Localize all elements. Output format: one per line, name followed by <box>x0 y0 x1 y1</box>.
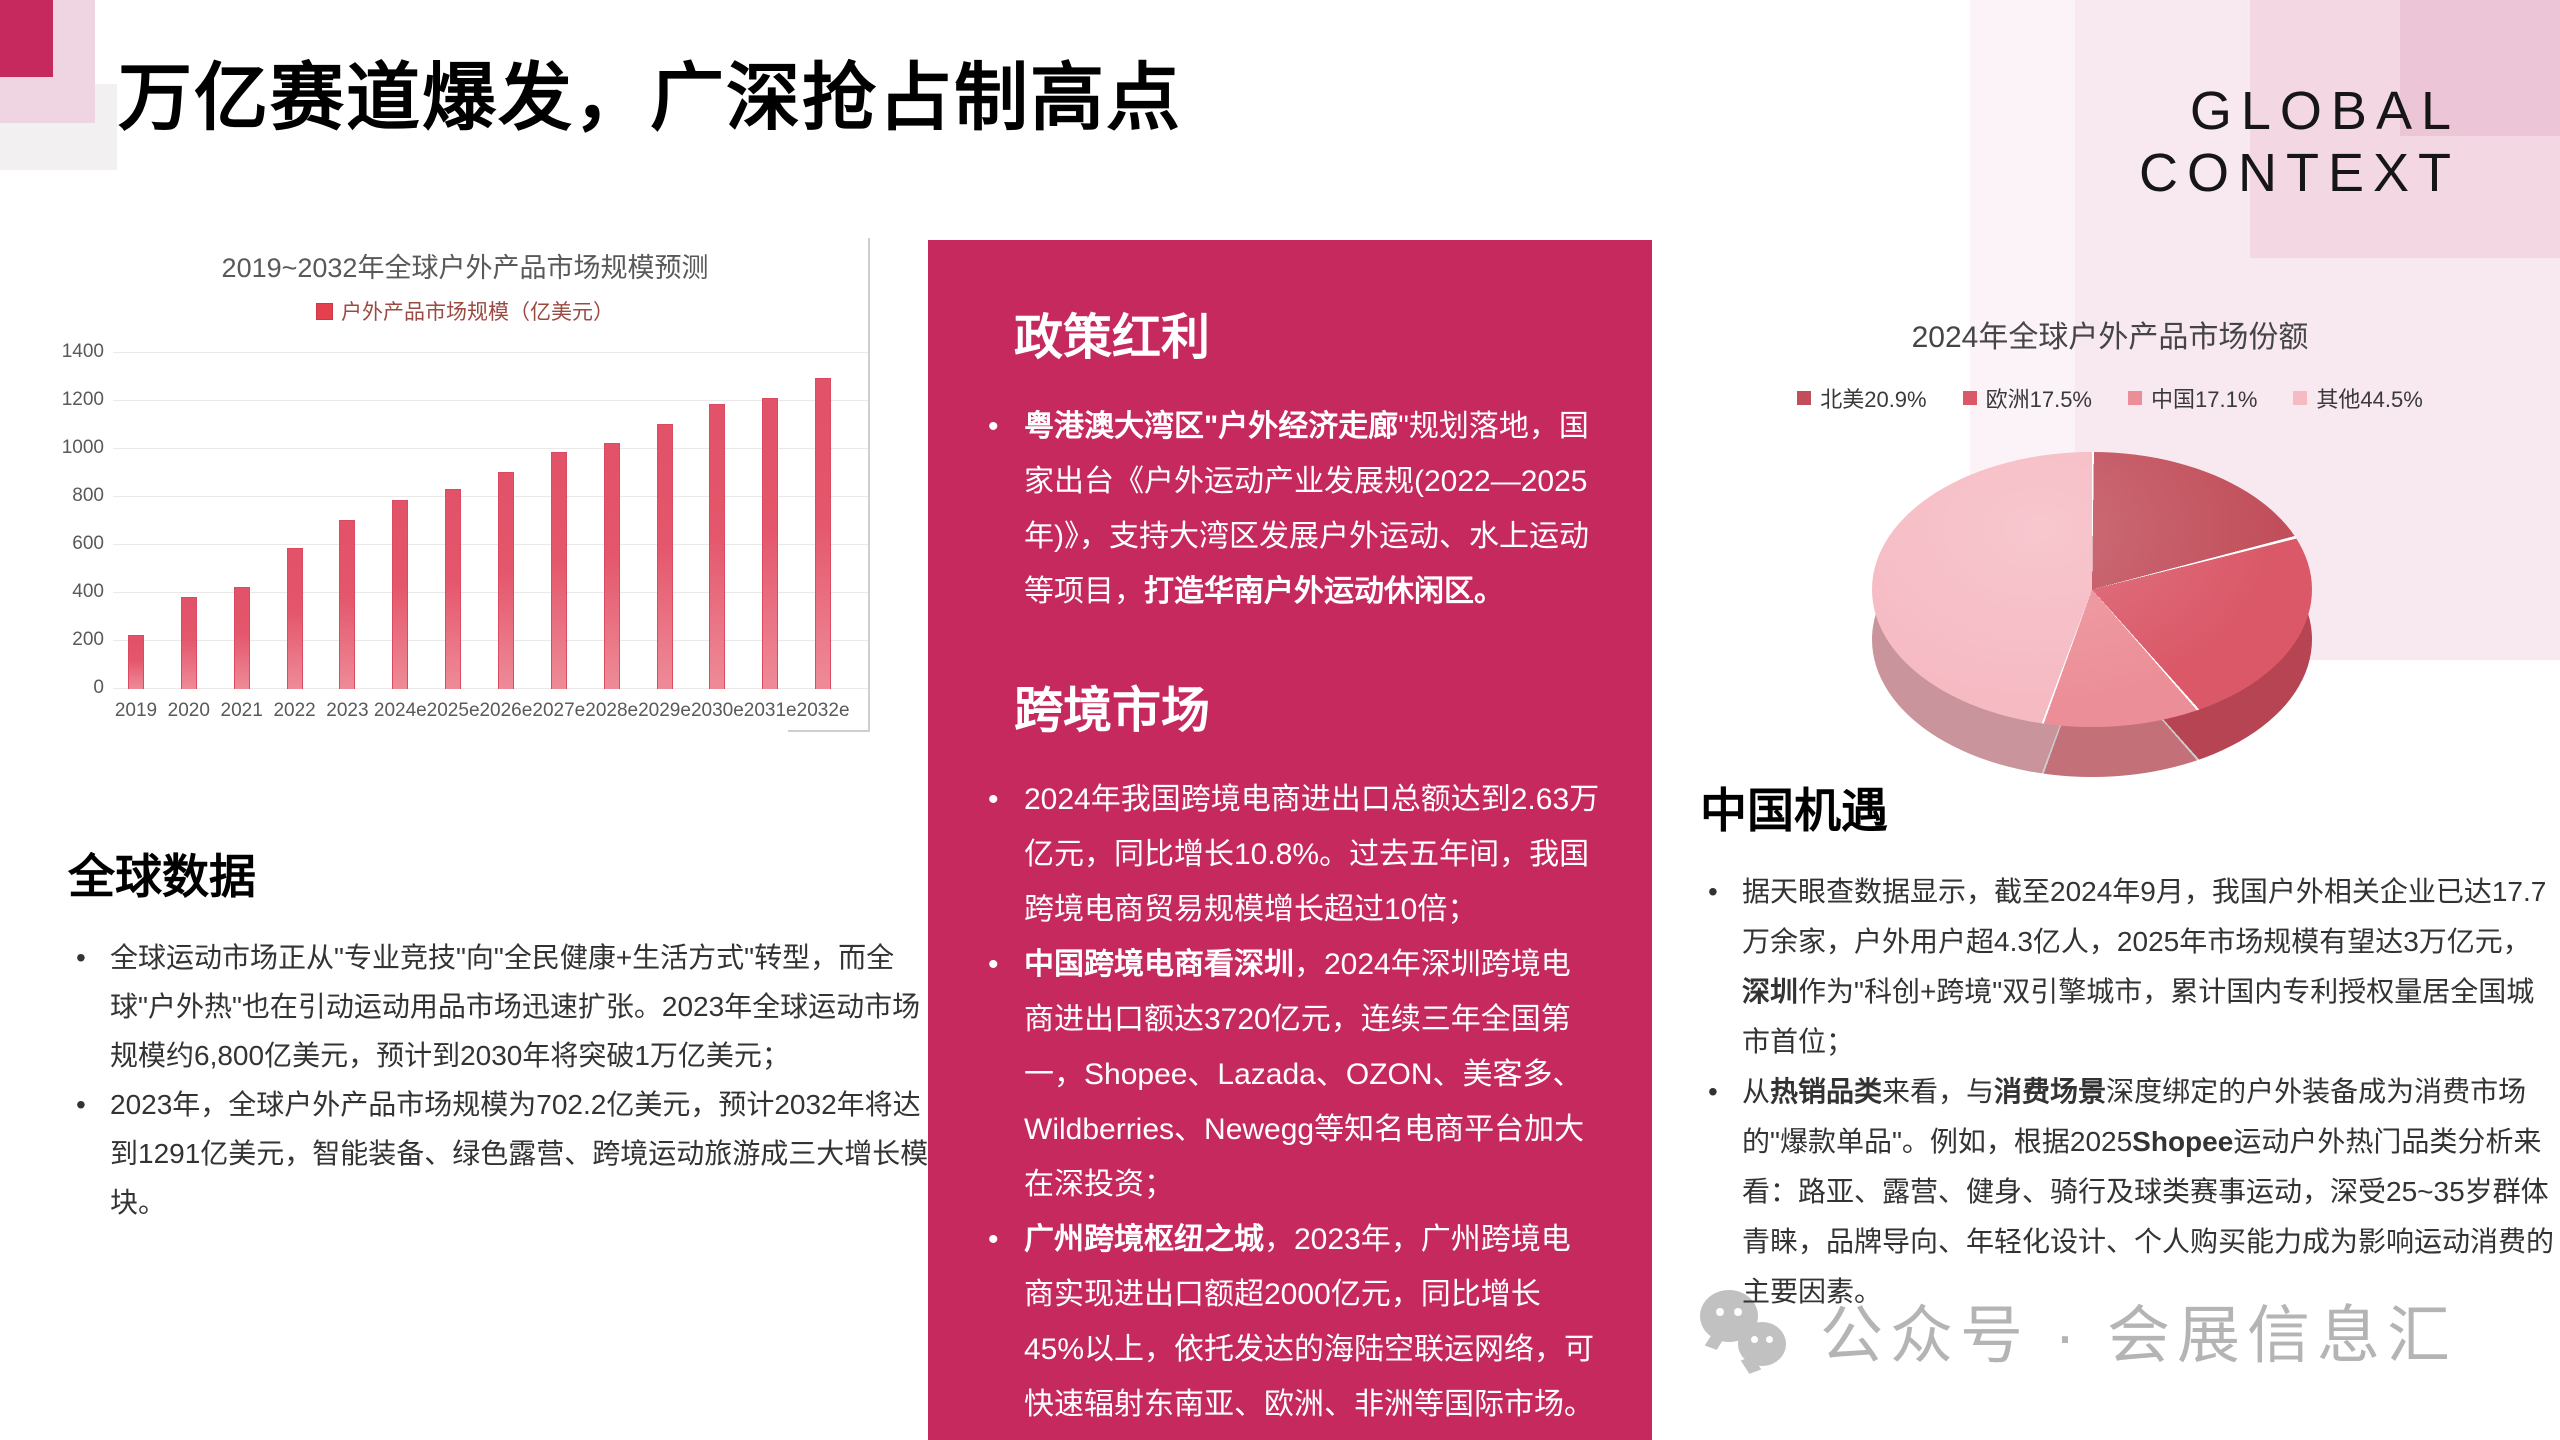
x-axis-tick-label: 2030e <box>690 700 744 721</box>
bar-2025e <box>445 488 462 689</box>
bar-2027e <box>550 451 567 689</box>
pie-legend-item: 中国17.1% <box>2128 382 2257 414</box>
pie-legend-item: 欧洲17.5% <box>1962 382 2092 414</box>
legend-swatch-icon <box>1797 391 1812 405</box>
wechat-eye <box>1766 1336 1773 1343</box>
bar-2032e <box>815 378 832 689</box>
y-axis-tick-label: 200 <box>72 629 104 650</box>
bullet-item: 据天眼查数据显示，截至2024年9月，我国户外相关企业已达17.7万余家，户外用… <box>1700 867 2558 1067</box>
x-axis-tick-label: 2028e <box>585 700 639 721</box>
section-eyebrow: GLOBAL CONTEXT <box>2138 81 2460 203</box>
policy-heading: 政策红利 <box>1014 311 1211 365</box>
bullet-item: 从热销品类来看，与消费场景深度绑定的户外装备成为消费市场的"爆款单品"。例如，根… <box>1700 1067 2558 1317</box>
bar-2019 <box>128 635 144 689</box>
wechat-eye <box>1751 1336 1758 1343</box>
legend-label: 欧洲17.5% <box>1985 387 2092 412</box>
bar-2024e <box>392 499 409 689</box>
gridline <box>113 400 868 401</box>
bar-chart: 2019~2032年全球户外产品市场规模预测 户外产品市场规模（亿美元） 140… <box>0 230 912 750</box>
global-data-bullets: 全球运动市场正从"专业竞技"向"全民健康+生活方式"转型，而全球"户外热"也在引… <box>68 933 930 1227</box>
x-axis-tick-label: 2031e <box>743 700 797 721</box>
chart-frame-bottom-border <box>788 730 870 732</box>
y-axis-tick-label: 1000 <box>61 437 104 458</box>
topright-band-4 <box>2400 0 2560 136</box>
bar-2026e <box>497 472 514 689</box>
legend-label: 中国17.1% <box>2151 387 2258 412</box>
pie-legend-item: 北美20.9% <box>1797 382 1927 414</box>
y-axis-tick-label: 1200 <box>61 389 104 410</box>
pie-chart-legend: 北美20.9% 欧洲17.5% 中国17.1% 其他44.5% <box>1660 382 2560 414</box>
x-axis-tick-label: 2020 <box>167 700 210 721</box>
bar-2021 <box>233 587 250 689</box>
legend-label: 其他44.5% <box>2316 387 2423 412</box>
legend-swatch-icon <box>316 302 333 320</box>
gridline <box>113 496 868 497</box>
gridline <box>113 688 868 689</box>
pie-top-face <box>1872 452 2312 727</box>
gridline <box>113 544 868 545</box>
bar-chart-title: 2019~2032年全球户外产品市场规模预测 <box>221 253 709 283</box>
x-axis-tick-label: 2021 <box>220 700 263 721</box>
global-data-heading: 全球数据 <box>68 850 256 903</box>
chart-frame-right-border <box>868 238 870 732</box>
china-opportunity-section: 中国机遇 据天眼查数据显示，截至2024年9月，我国户外相关企业已达17.7万余… <box>1700 772 2558 1317</box>
bullet-item: 广州跨境枢纽之城，2023年，广州跨境电商实现进出口额超2000亿元，同比增长4… <box>980 1212 1600 1432</box>
legend-label: 北美20.9% <box>1820 387 1927 412</box>
bullet-item: 2023年，全球户外产品市场规模为702.2亿美元，预计2032年将达到1291… <box>68 1080 930 1227</box>
bar-2030e <box>709 403 726 689</box>
legend-swatch-icon <box>1962 391 1977 405</box>
y-axis-tick-label: 0 <box>93 677 104 698</box>
gridline <box>113 352 868 353</box>
y-axis-tick-label: 800 <box>72 485 104 506</box>
x-axis-tick-label: 2032e <box>796 700 850 721</box>
pie-legend-item: 其他44.5% <box>2293 382 2423 414</box>
policy-bullets: 粤港澳大湾区"户外经济走廊"规划落地，国家出台《户外运动产业发展规(2022—2… <box>980 399 1600 619</box>
crossborder-bullets: 2024年我国跨境电商进出口总额达到2.63万亿元，同比增长10.8%。过去五年… <box>980 772 1600 1432</box>
x-axis-tick-label: 2024e <box>373 700 427 721</box>
corner-square-magenta <box>0 0 53 77</box>
legend-swatch-icon <box>2293 391 2308 405</box>
gridline <box>113 640 868 641</box>
x-axis-tick-label: 2029e <box>638 700 691 721</box>
bullet-item: 全球运动市场正从"专业竞技"向"全民健康+生活方式"转型，而全球"户外热"也在引… <box>68 933 930 1080</box>
x-axis-tick-label: 2027e <box>532 700 586 721</box>
x-axis-tick-label: 2022 <box>273 700 316 721</box>
china-opportunity-heading: 中国机遇 <box>1700 784 1888 837</box>
y-axis-tick-label: 600 <box>72 533 104 554</box>
bar-2029e <box>656 424 673 689</box>
legend-swatch-icon <box>2128 391 2142 405</box>
x-axis-tick-label: 2023 <box>326 700 369 721</box>
bar-chart-legend: 户外产品市场规模（亿美元） <box>115 296 815 326</box>
highlight-panel: 政策红利 粤港澳大湾区"户外经济走廊"规划落地，国家出台《户外运动产业发展规(2… <box>928 240 1652 1440</box>
y-axis-tick-label: 400 <box>72 581 104 602</box>
x-axis-tick-label: 2026e <box>479 700 533 721</box>
y-axis-tick-label: 1400 <box>61 341 104 362</box>
china-opportunity-bullets: 据天眼查数据显示，截至2024年9月，我国户外相关企业已达17.7万余家，户外用… <box>1700 867 2558 1317</box>
x-axis-tick-label: 2019 <box>114 700 158 721</box>
crossborder-heading: 跨境市场 <box>1014 684 1211 738</box>
bar-2023 <box>339 519 356 689</box>
global-data-section: 全球数据 全球运动市场正从"专业竞技"向"全民健康+生活方式"转型，而全球"户外… <box>68 838 930 1227</box>
wechat-small-bubble <box>1738 1322 1786 1366</box>
pie-3d <box>1872 452 2312 777</box>
page-title: 万亿赛道爆发，广深抢占制高点 <box>118 56 1182 139</box>
pie-chart-title: 2024年全球户外产品市场份额 <box>1911 321 2309 354</box>
pie-chart: 2024年全球户外产品市场份额 北美20.9% 欧洲17.5% 中国17.1% 其他4… <box>1660 290 2560 790</box>
gridline <box>113 448 868 449</box>
gridline <box>113 592 868 593</box>
bar-2022 <box>286 547 303 689</box>
bullet-item: 中国跨境电商看深圳，2024年深圳跨境电商进出口额达3720亿元，连续三年全国第… <box>980 937 1600 1212</box>
bullet-item: 2024年我国跨境电商进出口总额达到2.63万亿元，同比增长10.8%。过去五年… <box>980 772 1600 937</box>
bar-2031e <box>762 397 779 689</box>
bar-2028e <box>603 443 620 689</box>
legend-label: 户外产品市场规模（亿美元） <box>341 301 614 324</box>
bullet-item: 粤港澳大湾区"户外经济走廊"规划落地，国家出台《户外运动产业发展规(2022—2… <box>980 399 1600 619</box>
x-axis-tick-label: 2025e <box>426 700 480 721</box>
bar-2020 <box>180 596 197 689</box>
